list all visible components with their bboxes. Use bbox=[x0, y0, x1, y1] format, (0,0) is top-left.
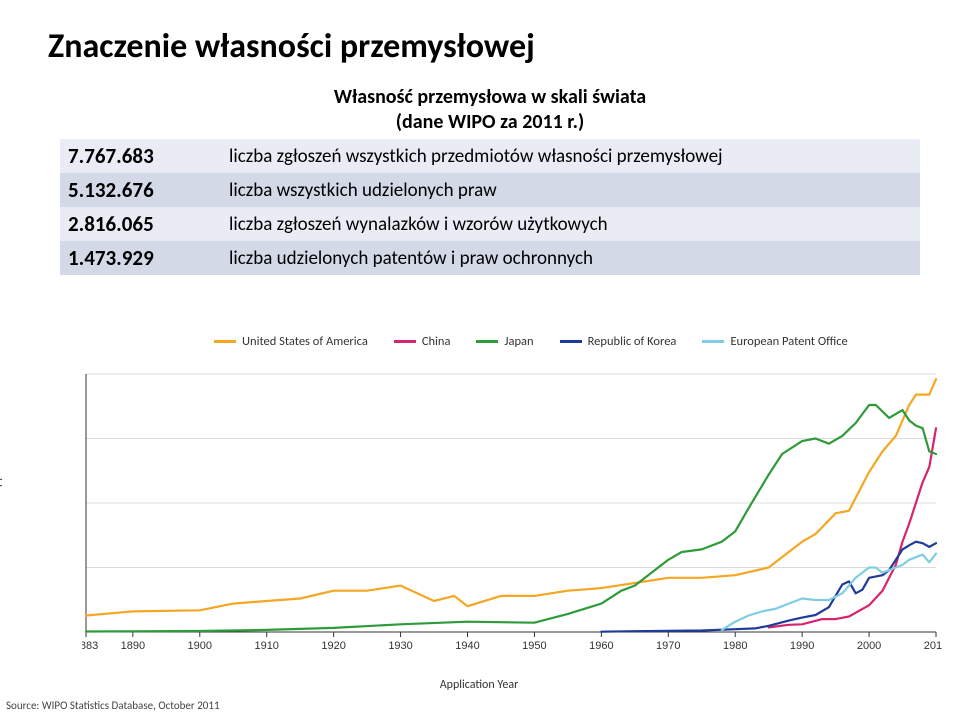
table-row: 1.473.929 liczba udzielonych patentów i … bbox=[60, 241, 920, 275]
legend-item: China bbox=[394, 334, 451, 349]
svg-text:1930: 1930 bbox=[388, 640, 412, 652]
svg-text:1910: 1910 bbox=[254, 640, 278, 652]
legend-item: United States of America bbox=[214, 334, 368, 349]
svg-text:1900: 1900 bbox=[188, 640, 212, 652]
table-row: 2.816.065 liczba zgłoszeń wynalazków i w… bbox=[60, 207, 920, 241]
svg-text:1970: 1970 bbox=[656, 640, 680, 652]
svg-text:1950: 1950 bbox=[522, 640, 546, 652]
table-row: 7.767.683 liczba zgłoszeń wszystkich prz… bbox=[60, 139, 920, 173]
legend-label: United States of America bbox=[242, 334, 368, 349]
stats-table: Własność przemysłowa w skali świata (dan… bbox=[60, 81, 920, 275]
stat-desc: liczba zgłoszeń wynalazków i wzorów użyt… bbox=[221, 207, 920, 241]
chart-legend: United States of America China Japan Rep… bbox=[214, 334, 924, 349]
page-title: Znaczenie własności przemysłowej bbox=[48, 26, 920, 67]
table-row: 5.132.676 liczba wszystkich udzielonych … bbox=[60, 173, 920, 207]
legend-item: Republic of Korea bbox=[560, 334, 677, 349]
table-header-cell: Własność przemysłowa w skali świata (dan… bbox=[60, 81, 920, 139]
stat-desc: liczba zgłoszeń wszystkich przedmiotów w… bbox=[221, 139, 920, 173]
svg-text:1980: 1980 bbox=[723, 640, 747, 652]
x-axis-label: Application Year bbox=[4, 678, 954, 692]
legend-item: European Patent Office bbox=[702, 334, 847, 349]
svg-text:2000: 2000 bbox=[857, 640, 881, 652]
legend-swatch-icon bbox=[560, 340, 582, 343]
table-header-line1: Własność przemysłowa w skali świata bbox=[334, 85, 646, 109]
svg-text:1940: 1940 bbox=[455, 640, 479, 652]
table-header-line2: (dane WIPO za 2011 r.) bbox=[396, 110, 584, 134]
legend-label: Republic of Korea bbox=[588, 334, 677, 349]
legend-label: European Patent Office bbox=[730, 334, 847, 349]
chart-plot: 0125,000250,000375,000500,00018831890190… bbox=[82, 368, 942, 658]
svg-text:1920: 1920 bbox=[321, 640, 345, 652]
legend-swatch-icon bbox=[394, 340, 416, 343]
legend-item: Japan bbox=[476, 334, 533, 349]
stat-number: 2.816.065 bbox=[60, 207, 221, 241]
legend-label: China bbox=[422, 334, 451, 349]
svg-text:1960: 1960 bbox=[589, 640, 613, 652]
table-header-row: Własność przemysłowa w skali świata (dan… bbox=[60, 81, 920, 139]
y-axis-label: Applications bbox=[0, 434, 4, 494]
legend-swatch-icon bbox=[214, 340, 236, 343]
svg-text:1883: 1883 bbox=[82, 640, 98, 652]
legend-swatch-icon bbox=[702, 340, 724, 343]
slide: Znaczenie własności przemysłowej Własnoś… bbox=[0, 0, 960, 720]
svg-text:1890: 1890 bbox=[121, 640, 145, 652]
svg-text:1990: 1990 bbox=[790, 640, 814, 652]
stat-number: 7.767.683 bbox=[60, 139, 221, 173]
stat-desc: liczba udzielonych patentów i praw ochro… bbox=[221, 241, 920, 275]
stat-desc: liczba wszystkich udzielonych praw bbox=[221, 173, 920, 207]
svg-text:2010: 2010 bbox=[924, 640, 942, 652]
legend-label: Japan bbox=[504, 334, 533, 349]
chart-source: Source: WIPO Statistics Database, Octobe… bbox=[6, 699, 220, 712]
stat-number: 1.473.929 bbox=[60, 241, 221, 275]
stat-number: 5.132.676 bbox=[60, 173, 221, 207]
legend-swatch-icon bbox=[476, 340, 498, 343]
line-chart: Applications United States of America Ch… bbox=[4, 334, 954, 714]
